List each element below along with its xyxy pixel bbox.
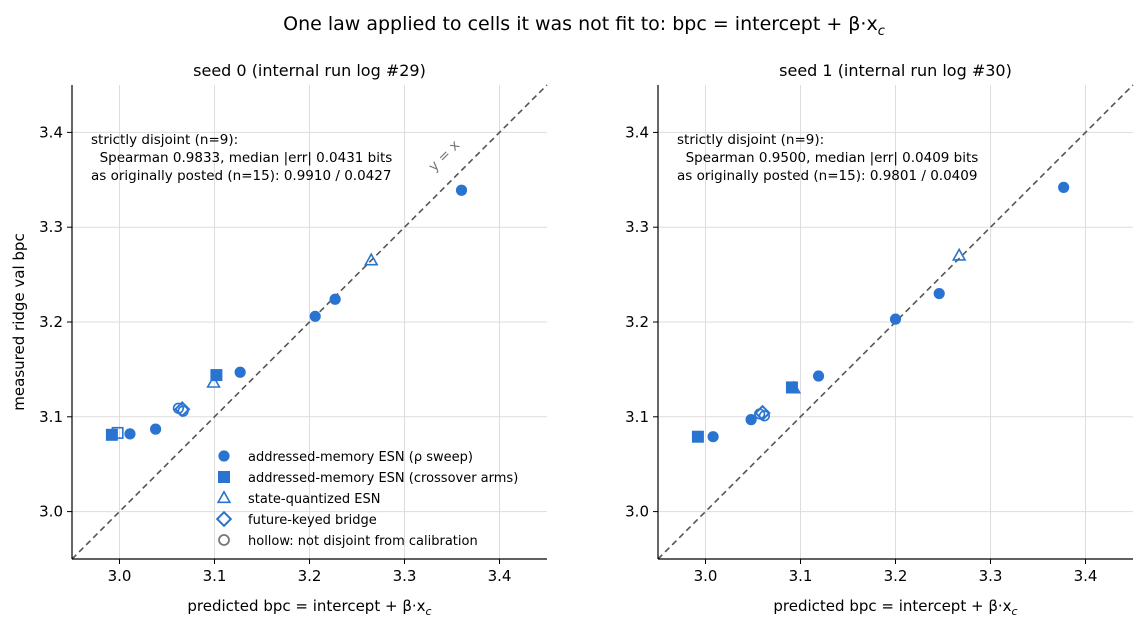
data-point-circle [1058, 181, 1070, 193]
legend-marker-triangle [216, 490, 232, 504]
data-point-circle [745, 414, 757, 426]
data-point-diamond [754, 404, 771, 422]
data-point-circle [455, 184, 468, 196]
data-point-circle [234, 366, 246, 378]
stats-annotation-line: Spearman 0.9833, median |err| 0.0431 bit… [91, 150, 392, 166]
x-axis-label: predicted bpc = intercept + β·xc [187, 597, 431, 618]
x-tick-label: 3.2 [884, 567, 908, 585]
legend-marker-circle [218, 450, 230, 462]
y-axis-label: measured ridge val bpc [10, 233, 28, 410]
y-tick-label: 3.0 [625, 503, 649, 521]
data-point-triangle [363, 252, 379, 266]
x-tick-label: 3.0 [108, 567, 132, 585]
y-tick-label: 3.3 [625, 218, 649, 236]
y-tick-label: 3.0 [39, 503, 63, 521]
y-tick-label: 3.2 [625, 313, 649, 331]
x-tick-label: 3.4 [488, 567, 512, 585]
y-equals-x-label: y = x [426, 137, 464, 175]
x-tick-label: 3.3 [979, 567, 1003, 585]
data-point-triangle [206, 374, 221, 388]
y-tick-label: 3.2 [39, 313, 63, 331]
chart-panel-seed-0: 3.0 3.1 3.2 3.3 3.4 3.0 3.1 3.2 3.3 3.4 y = x seed … [10, 61, 548, 618]
data-point-triangle [786, 380, 802, 394]
x-axis-label-text: predicted bpc = intercept + β·x [187, 597, 425, 615]
x-tick-label: 3.1 [203, 567, 227, 585]
x-axis-label-subscript: c [426, 605, 432, 618]
data-point-diamond [173, 401, 191, 418]
data-point-circle [707, 431, 719, 443]
data-point-circle [124, 428, 136, 440]
legend-marker-diamond [215, 510, 233, 528]
data-point-circle [812, 370, 825, 382]
x-tick-label: 3.2 [298, 567, 322, 585]
legend-label: addressed-memory ESN (crossover arms) [248, 471, 518, 486]
chart-panel-seed-1: 3.0 3.1 3.2 3.3 3.4 3.0 3.1 3.2 3.3 3.4 seed 1 (in… [625, 61, 1134, 618]
x-tick-label: 3.1 [789, 567, 813, 585]
legend-marker-square [218, 470, 231, 483]
x-tick-label: 3.0 [694, 567, 718, 585]
legend-label: future-keyed bridge [248, 513, 377, 528]
stats-annotation-line: as originally posted (n=15): 0.9910 / 0.… [91, 168, 391, 184]
data-point-hollow-square [111, 426, 124, 439]
data-point-square [691, 430, 704, 443]
x-axis-label: predicted bpc = intercept + β·xc [773, 597, 1017, 618]
panel-title: seed 1 (internal run log #30) [779, 61, 1012, 80]
legend-label: hollow: not disjoint from calibration [248, 534, 478, 549]
panel-title: seed 0 (internal run log #29) [193, 61, 426, 80]
y-tick-label: 3.4 [625, 123, 649, 141]
y-tick-label: 3.3 [39, 218, 63, 236]
x-tick-label: 3.3 [393, 567, 417, 585]
data-point-circle [889, 313, 902, 325]
y-tick-label: 3.1 [625, 408, 649, 426]
y-equals-x-line [71, 84, 548, 560]
x-axis-label-subscript: c [1012, 605, 1018, 618]
data-point-circle [329, 293, 341, 305]
legend: addressed-memory ESN (ρ sweep) addressed-… [215, 450, 518, 549]
y-tick-label: 3.4 [39, 123, 63, 141]
figure-title: One law applied to cells it was not fit … [283, 13, 885, 39]
y-tick-label: 3.1 [39, 408, 63, 426]
data-point-circle [309, 310, 321, 322]
stats-annotation-line: strictly disjoint (n=9): [677, 132, 824, 148]
x-tick-label: 3.4 [1074, 567, 1098, 585]
data-point-triangle [951, 247, 967, 261]
stats-annotation-line: as originally posted (n=15): 0.9801 / 0.… [677, 168, 977, 184]
stats-annotation-line: strictly disjoint (n=9): [91, 132, 238, 148]
stats-annotation-line: Spearman 0.9500, median |err| 0.0409 bit… [677, 150, 978, 166]
data-point-circle [933, 287, 945, 300]
x-axis-label-text: predicted bpc = intercept + β·x [773, 597, 1011, 615]
legend-marker-hollow-circle [218, 534, 230, 546]
data-point-circle [150, 423, 162, 435]
legend-label: state-quantized ESN [248, 492, 380, 507]
legend-label: addressed-memory ESN (ρ sweep) [248, 450, 473, 465]
